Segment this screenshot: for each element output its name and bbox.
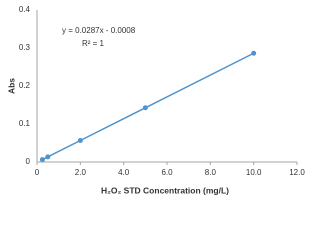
x-tick-label: 4.0 xyxy=(118,168,130,177)
x-tick-label: 12.0 xyxy=(289,168,305,177)
y-tick-label: 0 xyxy=(26,157,31,166)
point xyxy=(39,157,45,163)
x-tick-label: 8.0 xyxy=(205,168,217,177)
r-squared: R² = 1 xyxy=(82,39,105,48)
chart: H₂O₂ STD Concentration (mg/L) Abs y = 0.… xyxy=(6,5,306,196)
equation: y = 0.0287x - 0.0008 xyxy=(62,26,136,35)
y-tick-label: 0.1 xyxy=(19,119,31,128)
x-axis-title: H₂O₂ STD Concentration (mg/L) xyxy=(101,185,229,195)
y-tick-label: 0.4 xyxy=(19,5,31,14)
point xyxy=(45,154,51,160)
y-axis-title: Abs xyxy=(6,78,16,94)
x-tick-label: 10.0 xyxy=(246,168,262,177)
y-tick-label: 0.2 xyxy=(19,81,31,90)
x-tick-label: 6.0 xyxy=(161,168,173,177)
point xyxy=(77,137,83,143)
point xyxy=(251,50,257,56)
point xyxy=(142,105,148,111)
x-tick-label: 0 xyxy=(35,168,40,177)
y-tick-label: 0.3 xyxy=(19,43,31,52)
x-tick-label: 2.0 xyxy=(75,168,87,177)
